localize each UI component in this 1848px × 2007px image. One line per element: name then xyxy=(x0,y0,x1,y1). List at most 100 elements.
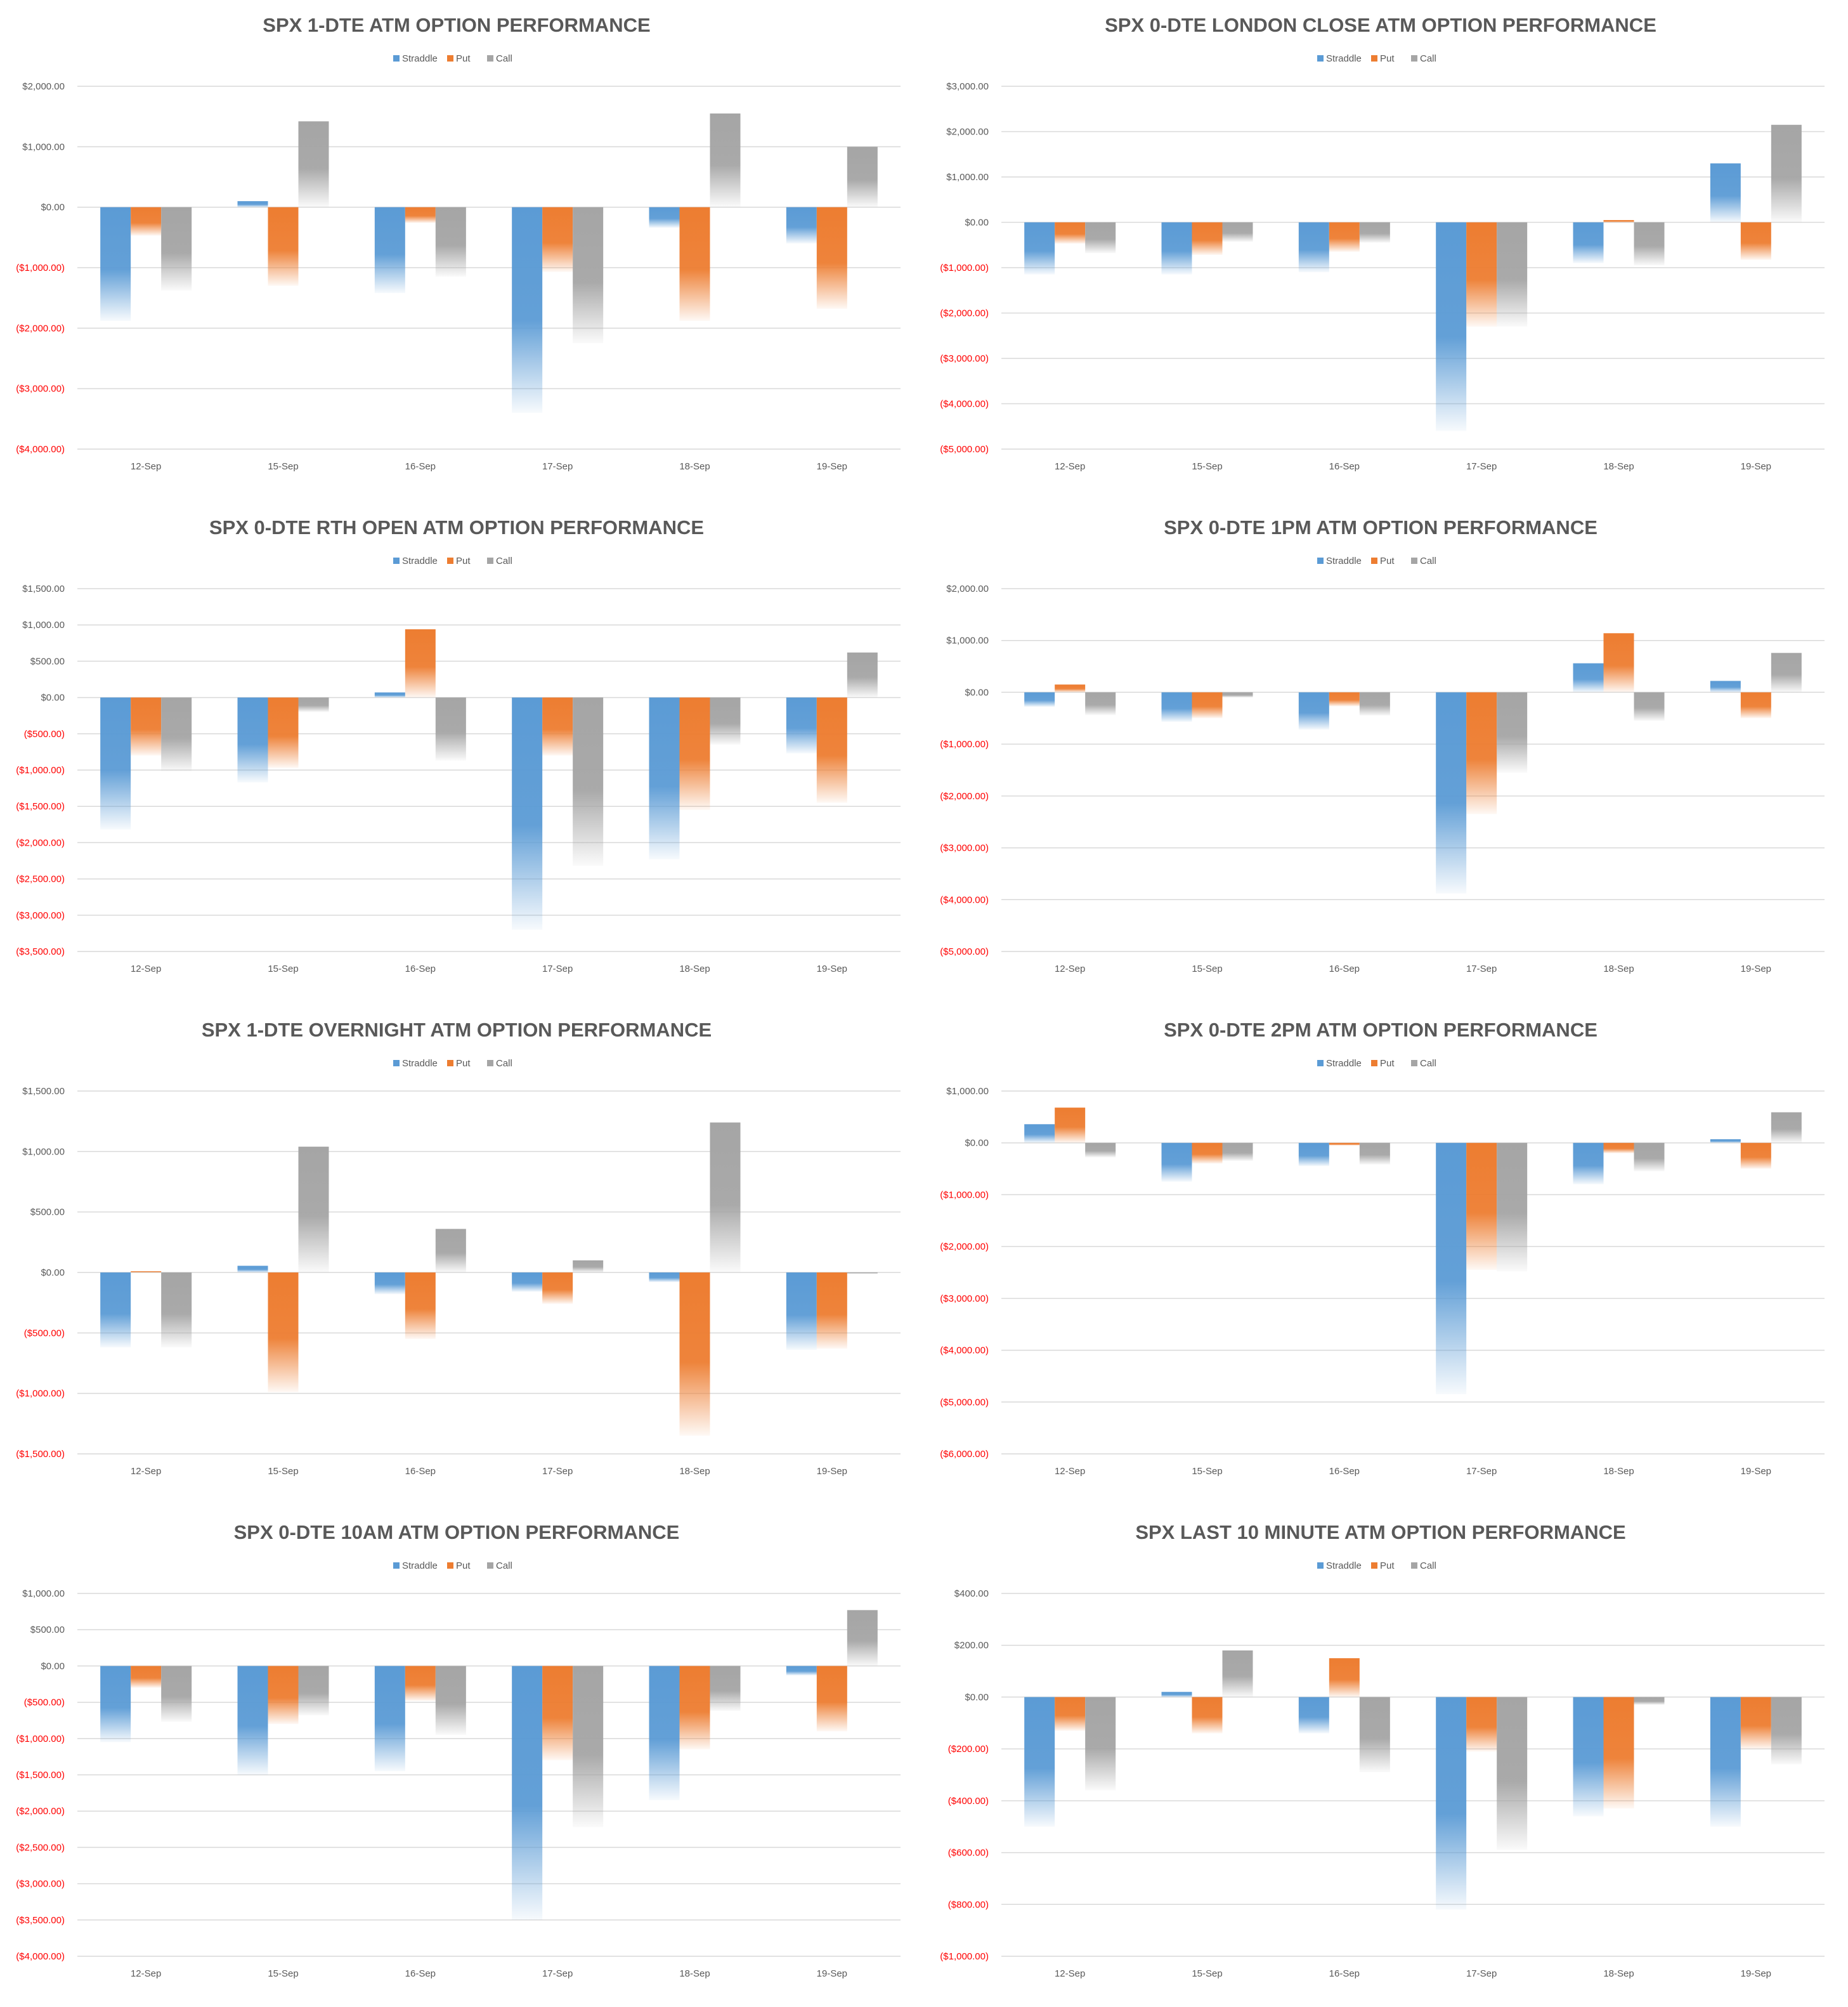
y-tick-label: ($4,000.00) xyxy=(940,894,989,905)
chart-svg: SPX 0-DTE 2PM ATM OPTION PERFORMANCE Stra… xyxy=(940,1019,1825,1477)
bar-call xyxy=(1222,1650,1253,1697)
bar-straddle xyxy=(649,697,680,860)
y-tick-label: ($3,500.00) xyxy=(16,1915,65,1926)
bar-call xyxy=(298,697,329,712)
legend-label: Straddle xyxy=(402,53,438,64)
y-tick-label: ($4,000.00) xyxy=(940,1345,989,1356)
legend-item-put: Put xyxy=(1371,53,1395,64)
bar-put xyxy=(131,697,162,756)
bar-put xyxy=(679,207,710,321)
bar-straddle xyxy=(786,207,817,244)
bar-straddle xyxy=(1436,1697,1467,1910)
x-tick-label: 12-Sep xyxy=(1055,461,1085,472)
legend-swatch xyxy=(1371,1562,1377,1569)
y-tick-label: $0.00 xyxy=(965,218,989,228)
bar-straddle xyxy=(1710,1139,1741,1143)
y-tick-label: $2,000.00 xyxy=(946,584,989,594)
legend-swatch xyxy=(487,558,493,564)
y-tick-label: $400.00 xyxy=(954,1588,989,1599)
legend-item-call: Call xyxy=(487,1058,512,1069)
x-tick-label: 16-Sep xyxy=(405,1466,436,1477)
bar-straddle xyxy=(512,1272,543,1292)
y-tick-label: ($1,000.00) xyxy=(16,1734,65,1744)
legend-item-call: Call xyxy=(487,53,512,64)
bar-straddle xyxy=(374,1666,405,1772)
chart-svg: SPX LAST 10 MINUTE ATM OPTION PERFORMANC… xyxy=(940,1521,1825,1979)
x-tick-label: 18-Sep xyxy=(1603,964,1634,974)
chart-title: SPX 0-DTE RTH OPEN ATM OPTION PERFORMANC… xyxy=(209,516,704,539)
bar-straddle xyxy=(100,697,131,830)
bar-put xyxy=(816,207,847,309)
legend-label: Put xyxy=(1380,1560,1395,1571)
bar-straddle xyxy=(1436,222,1467,431)
x-tick-label: 19-Sep xyxy=(1741,964,1771,974)
y-tick-label: $1,500.00 xyxy=(22,584,65,594)
bar-call xyxy=(710,697,741,745)
y-tick-label: ($5,000.00) xyxy=(940,946,989,957)
bar-put xyxy=(131,1271,162,1272)
legend-label: Straddle xyxy=(1326,53,1362,64)
bar-put xyxy=(1055,1108,1086,1143)
y-tick-label: ($3,000.00) xyxy=(16,1879,65,1890)
bar-put xyxy=(1055,1697,1086,1731)
bar-straddle xyxy=(1024,692,1055,707)
bar-straddle xyxy=(786,1272,817,1350)
y-tick-label: ($2,500.00) xyxy=(16,874,65,885)
bar-straddle xyxy=(649,1272,680,1283)
bar-put xyxy=(268,207,299,286)
bar-straddle xyxy=(100,207,131,321)
bar-straddle xyxy=(100,1272,131,1348)
legend-label: Call xyxy=(1420,1058,1436,1069)
y-tick-label: ($4,000.00) xyxy=(16,444,65,455)
bar-straddle xyxy=(237,1265,268,1272)
y-tick-label: $1,000.00 xyxy=(946,636,989,646)
bar-put xyxy=(1466,222,1497,327)
y-tick-label: $0.00 xyxy=(965,1692,989,1703)
bar-put xyxy=(1466,1142,1497,1270)
legend-item-straddle: Straddle xyxy=(393,1560,438,1571)
bar-straddle xyxy=(786,1666,817,1676)
legend-label: Put xyxy=(456,53,471,64)
x-tick-label: 18-Sep xyxy=(679,1968,710,1979)
legend-item-put: Put xyxy=(447,1560,471,1571)
x-tick-label: 18-Sep xyxy=(679,461,710,472)
chart-title: SPX 1-DTE OVERNIGHT ATM OPTION PERFORMAN… xyxy=(202,1019,712,1041)
bar-call xyxy=(1771,653,1802,693)
bar-put xyxy=(1466,1697,1497,1752)
y-tick-label: $1,000.00 xyxy=(22,1588,65,1599)
bar-put xyxy=(1192,692,1223,719)
y-tick-label: $1,000.00 xyxy=(22,1146,65,1157)
legend-item-call: Call xyxy=(1411,1560,1436,1571)
legend-label: Call xyxy=(1420,556,1436,566)
bar-straddle xyxy=(649,1666,680,1801)
y-tick-label: ($1,000.00) xyxy=(16,765,65,776)
x-tick-label: 12-Sep xyxy=(131,461,161,472)
bar-straddle xyxy=(237,1666,268,1775)
bar-put xyxy=(816,697,847,803)
chart-svg: SPX 0-DTE LONDON CLOSE ATM OPTION PERFOR… xyxy=(940,14,1825,472)
bar-put xyxy=(1603,1142,1634,1154)
chart-panel: SPX 1-DTE ATM OPTION PERFORMANCE Straddle… xyxy=(0,0,924,500)
bar-put xyxy=(131,1666,162,1688)
legend-label: Put xyxy=(456,1560,471,1571)
y-tick-label: ($3,000.00) xyxy=(940,1293,989,1304)
chart-panel: SPX 0-DTE LONDON CLOSE ATM OPTION PERFOR… xyxy=(924,0,1848,500)
bar-call xyxy=(1222,692,1253,698)
legend-label: Put xyxy=(1380,53,1395,64)
legend-swatch xyxy=(1317,1060,1324,1066)
legend-label: Put xyxy=(1380,1058,1395,1069)
legend-item-straddle: Straddle xyxy=(1317,556,1362,566)
y-tick-label: ($3,000.00) xyxy=(16,384,65,395)
legend-label: Straddle xyxy=(1326,1560,1362,1571)
bar-put xyxy=(1192,1697,1223,1734)
y-tick-label: ($3,500.00) xyxy=(16,946,65,957)
chart-svg: SPX 1-DTE OVERNIGHT ATM OPTION PERFORMAN… xyxy=(16,1019,901,1477)
bar-straddle xyxy=(1161,1692,1192,1697)
y-tick-label: $500.00 xyxy=(30,1625,65,1635)
bar-straddle xyxy=(237,697,268,783)
chart-title: SPX 0-DTE LONDON CLOSE ATM OPTION PERFOR… xyxy=(1105,14,1656,36)
y-tick-label: ($2,000.00) xyxy=(940,1241,989,1252)
bar-call xyxy=(435,1229,466,1272)
legend-item-straddle: Straddle xyxy=(1317,1058,1362,1069)
bar-call xyxy=(161,1272,192,1348)
